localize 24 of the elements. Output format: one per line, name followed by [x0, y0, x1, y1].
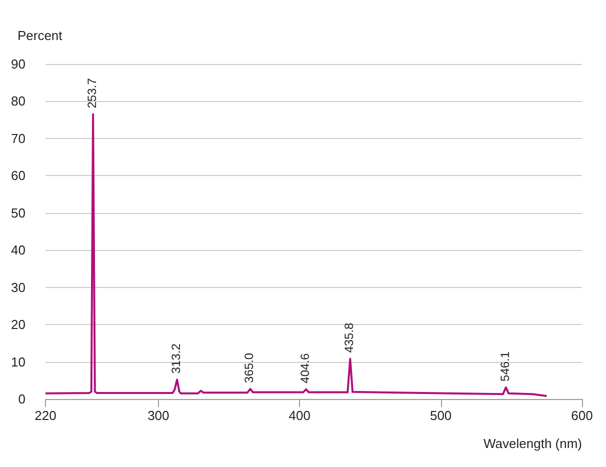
annotation: 435.8: [342, 322, 356, 353]
annotation: 546.1: [498, 351, 512, 382]
y-tick-label: 0: [18, 392, 26, 406]
y-tick-label: 90: [10, 56, 26, 72]
annotation: 365.0: [242, 352, 256, 383]
annotation: 404.6: [298, 352, 312, 384]
line-series: [44, 113, 548, 398]
y-tick-label: 70: [10, 130, 26, 146]
x-tick-label: 400: [288, 408, 310, 423]
y-tick-label: 60: [10, 168, 26, 184]
x-tick-label: 300: [148, 408, 170, 423]
y-tick-label: 80: [10, 94, 26, 109]
annotation: 253.7: [85, 78, 100, 108]
y-tick-label: 20: [10, 317, 26, 332]
annotation: 313.2: [169, 343, 184, 374]
y-tick-label: 40: [10, 242, 26, 258]
y-tick-label: 50: [10, 205, 26, 220]
x-tick-label: 500: [430, 408, 452, 423]
x-tick-label: 600: [571, 408, 593, 423]
x-axis-title: Wavelength (nm): [484, 436, 582, 451]
y-tick-label: 10: [10, 354, 26, 370]
x-tick-label: 220: [34, 408, 56, 423]
y-axis-title: Percent: [17, 28, 63, 43]
y-tick-label: 30: [10, 280, 26, 295]
